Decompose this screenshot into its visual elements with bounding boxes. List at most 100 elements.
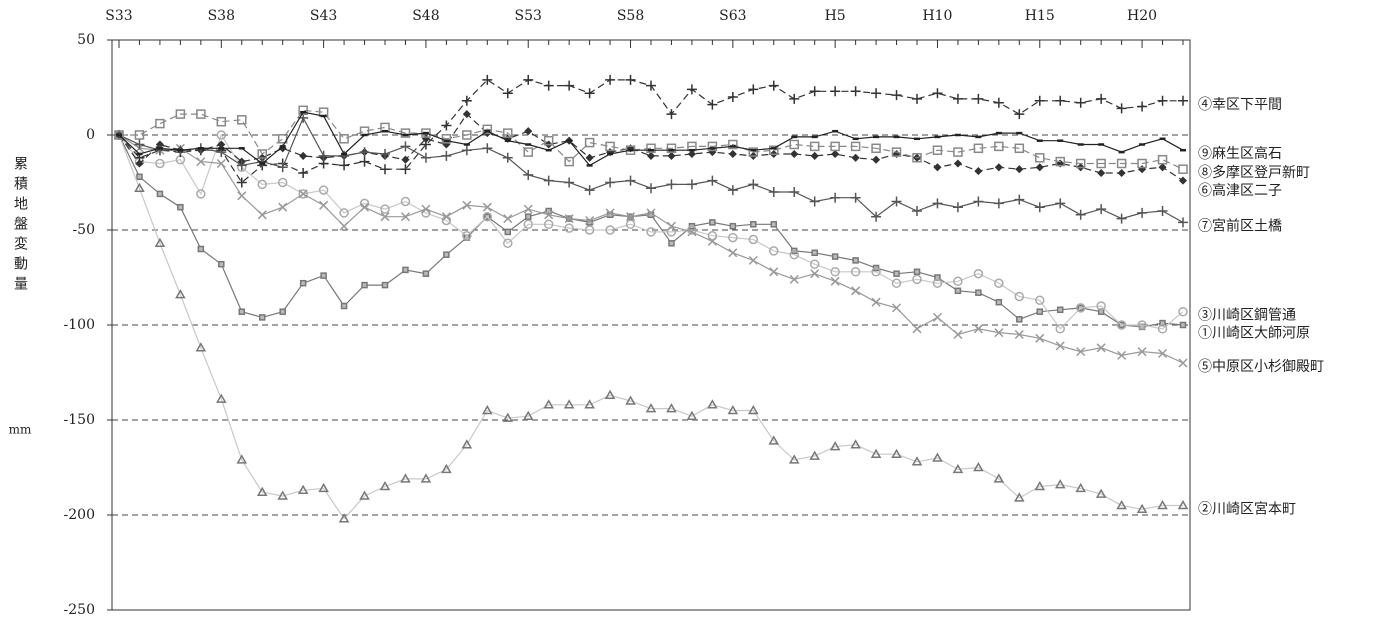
marker [932,88,943,99]
marker [1014,143,1025,154]
marker [339,150,350,161]
marker [993,198,1004,209]
marker [933,163,942,172]
marker [809,259,820,269]
marker [872,155,881,164]
marker [667,151,676,160]
marker [913,268,921,276]
marker [666,179,677,190]
marker [974,167,983,176]
marker [768,187,779,197]
marker [769,246,779,256]
legend-label: ⑥高津区二子 [1198,182,1282,199]
marker [687,227,697,237]
marker [1014,291,1025,302]
marker [666,227,677,237]
marker [461,145,472,156]
marker [729,222,737,230]
marker [850,192,861,203]
marker [850,141,861,152]
legend-label: ⑤中原区小杉御殿町 [1198,359,1324,375]
marker [809,196,820,207]
marker [400,473,411,483]
marker [340,302,348,310]
marker [973,196,984,207]
marker [1158,348,1168,359]
marker [522,410,534,420]
marker [380,164,390,175]
marker [646,183,656,194]
marker [932,198,943,209]
marker [1075,209,1086,220]
marker [1157,154,1168,165]
marker [154,237,166,248]
marker [1116,158,1127,169]
marker [400,128,411,138]
marker [359,147,370,158]
marker [748,404,759,415]
marker [871,267,881,277]
marker [891,90,902,101]
marker [626,212,636,222]
marker [668,240,675,247]
marker [523,219,533,230]
marker [502,412,514,422]
marker [1097,308,1105,315]
marker [564,80,575,91]
marker [789,93,800,104]
marker [1096,204,1107,215]
marker [953,329,963,340]
marker [727,92,738,102]
marker [584,399,595,409]
marker [646,151,656,160]
marker [1054,479,1066,489]
marker [1075,482,1086,493]
x-tick-label: H10 [922,8,952,24]
marker [1097,168,1106,178]
marker [1096,301,1106,311]
series-line [118,116,1184,223]
x-tick-label: S53 [515,8,542,24]
marker [625,175,636,186]
marker [564,156,574,167]
x-tick-label: S43 [310,8,337,24]
marker [1116,103,1127,114]
marker [912,274,922,285]
marker [175,109,186,119]
marker [482,143,493,154]
marker [1075,303,1086,313]
marker [1076,347,1086,357]
marker [912,206,922,216]
marker [646,227,656,237]
marker [216,116,227,127]
marker [461,439,473,449]
marker [1178,164,1188,174]
y-tick-label: -200 [64,507,95,523]
marker [380,149,390,159]
marker [523,169,534,180]
marker [994,328,1004,338]
marker [994,278,1004,288]
marker [258,314,266,321]
marker [810,269,820,279]
marker [850,86,861,97]
marker [1014,109,1025,120]
marker [995,298,1003,306]
marker [400,212,410,222]
marker [299,279,307,287]
marker [646,143,656,154]
marker [831,149,840,159]
marker [1178,95,1188,106]
marker [216,393,227,403]
marker [750,221,757,228]
marker [135,159,144,168]
marker [952,93,963,104]
legend-label: ③川崎区鋼管通 [1198,308,1296,324]
marker [932,312,942,322]
x-tick-label: H20 [1127,8,1157,24]
marker [1096,93,1107,104]
marker [1036,308,1044,315]
marker [1159,319,1166,327]
marker [953,159,962,168]
